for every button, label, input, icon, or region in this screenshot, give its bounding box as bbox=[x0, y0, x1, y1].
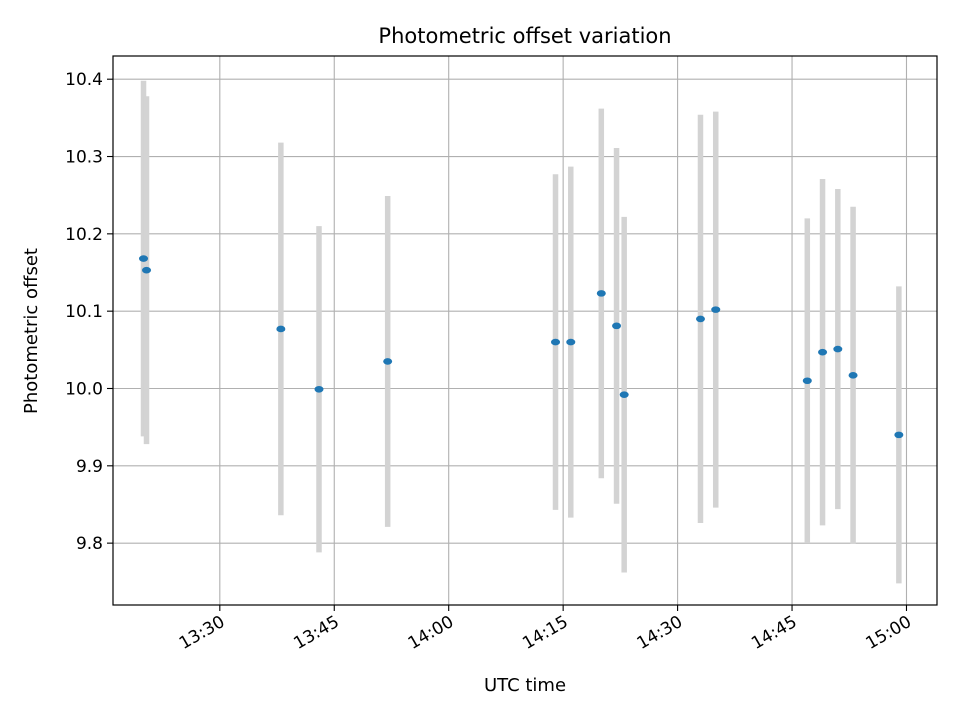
y-tick-label: 10.2 bbox=[65, 225, 103, 245]
data-point bbox=[818, 348, 828, 356]
data-point bbox=[551, 338, 561, 346]
data-point bbox=[314, 385, 324, 393]
data-point bbox=[596, 290, 606, 297]
data-point bbox=[894, 431, 904, 439]
data-point bbox=[612, 322, 622, 330]
data-point bbox=[566, 338, 576, 346]
x-axis-label: UTC time bbox=[484, 675, 566, 696]
y-tick-label: 10.4 bbox=[65, 70, 103, 90]
data-point bbox=[848, 372, 858, 379]
data-point bbox=[802, 377, 812, 385]
data-point bbox=[619, 391, 629, 398]
data-point bbox=[139, 255, 149, 262]
data-point bbox=[711, 306, 721, 313]
y-tick-label: 9.8 bbox=[76, 534, 103, 554]
chart-title: Photometric offset variation bbox=[378, 24, 671, 48]
data-point bbox=[383, 358, 393, 365]
data-point bbox=[276, 325, 286, 333]
y-axis-label: Photometric offset bbox=[21, 248, 42, 414]
y-axis-ticks: 9.8 9.9 10.0 10.1 10.2 10.3 10.4 bbox=[65, 70, 113, 554]
y-tick-label: 9.9 bbox=[76, 457, 103, 477]
grid-lines bbox=[113, 56, 937, 605]
data-points bbox=[139, 255, 904, 439]
plot-frame bbox=[112, 55, 938, 606]
y-tick-label: 10.3 bbox=[65, 148, 103, 168]
y-tick-label: 10.0 bbox=[65, 379, 103, 399]
data-point bbox=[833, 345, 843, 353]
data-point bbox=[142, 266, 152, 274]
y-tick-label: 10.1 bbox=[65, 302, 103, 322]
data-point bbox=[695, 315, 705, 323]
